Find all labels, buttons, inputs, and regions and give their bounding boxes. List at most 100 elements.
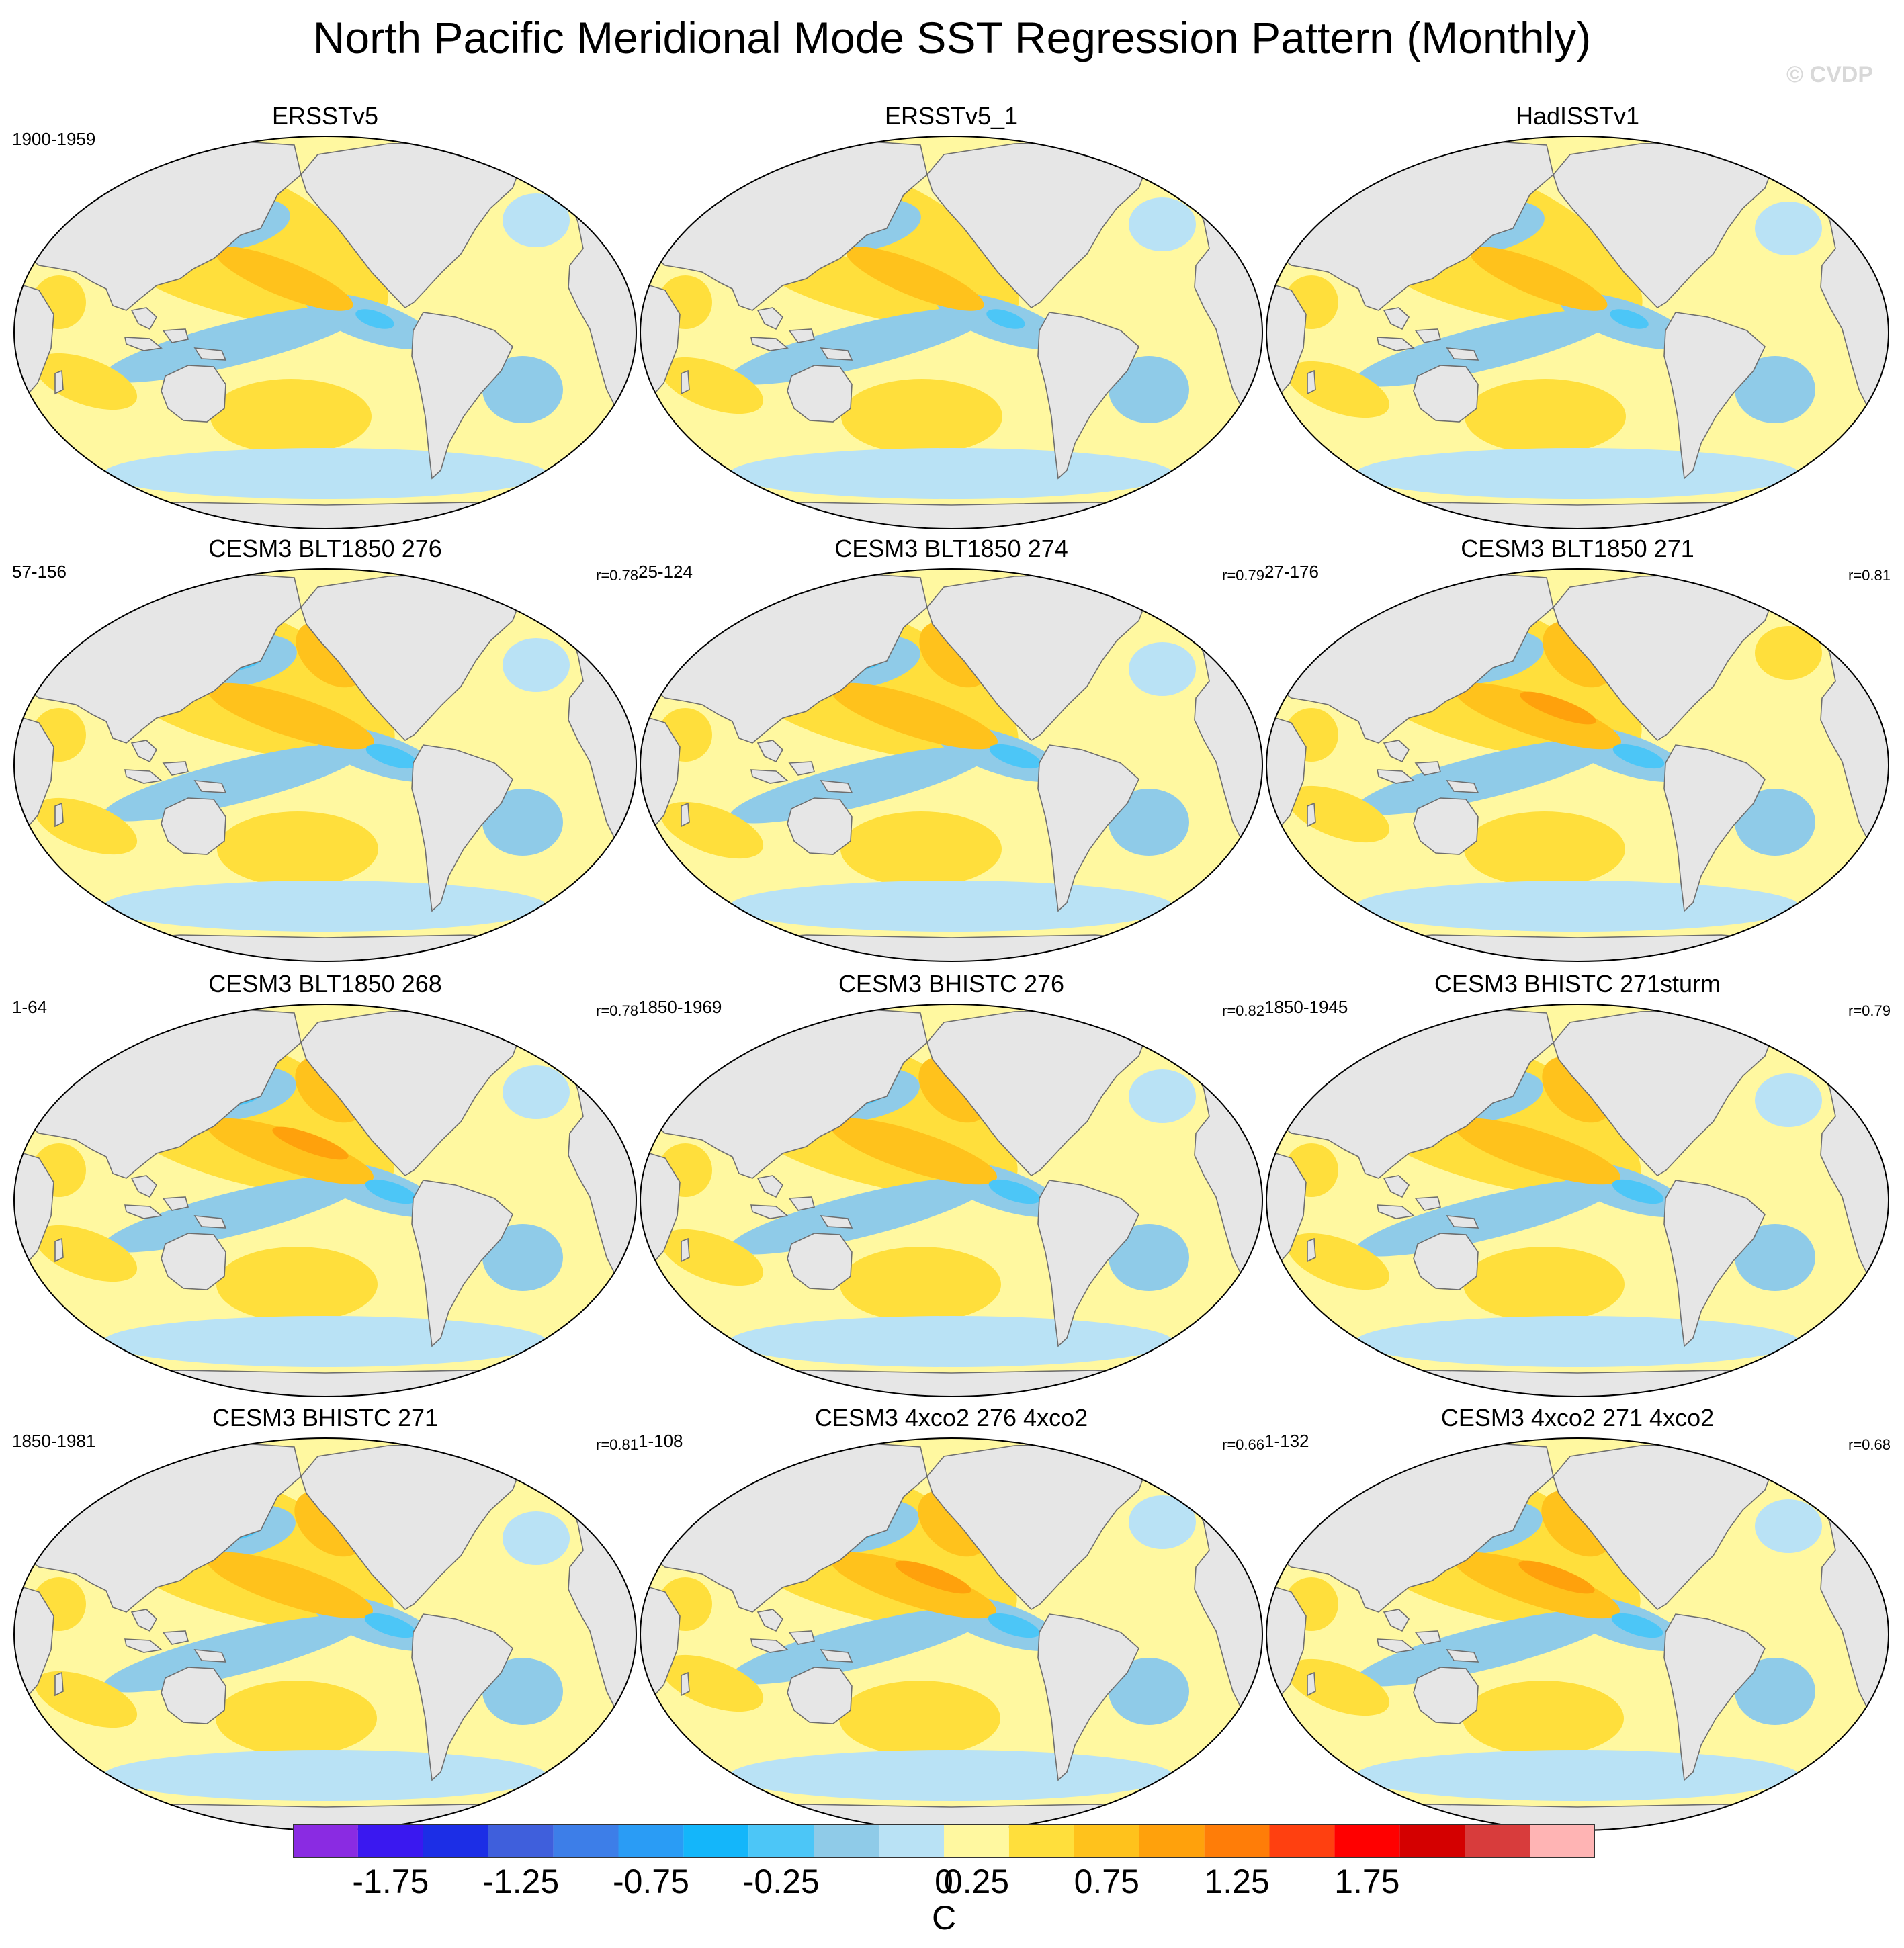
panel-title: ERSSTv5 [271,102,379,130]
sst-south-pacific-cool-band [1355,309,1617,387]
land-indonesia-2 [1414,1196,1441,1211]
sst-regression-map [1265,136,1890,529]
land-south-america [411,1180,513,1347]
sst-south-atlantic-cool [1109,1224,1189,1291]
land-indonesia-1 [124,337,163,351]
land-antarctica [1324,502,1829,529]
land-greenland [494,139,564,174]
map-panel: CESM3 BHISTC 271sturm 1850-1945 r=0.79 [1264,970,1891,1400]
panel-title: CESM3 4xco2 276 4xco2 [814,1404,1088,1431]
map-panel: CESM3 BHISTC 271 1850-1981 r=0.81 [12,1404,638,1834]
land-greenland [494,572,564,607]
land-indonesia-2 [162,1630,189,1645]
sst-regression-map [1265,1004,1890,1397]
sst-southern-ocean-cool [1356,881,1799,932]
colorbar-tick-label: 1.75 [1334,1863,1400,1900]
panel-title: CESM3 BHISTC 276 [838,970,1065,998]
sst-south-pacific-cool-band [729,746,991,824]
panel-title: CESM3 BLT1850 276 [208,535,442,562]
sst-south-indian-warm [660,1654,764,1712]
land-australia [787,365,853,423]
sst-south-indian-warm [34,353,138,410]
map-panel: ERSSTv5_1 [638,102,1264,532]
sst-peak-warm-core [895,1560,971,1594]
land-south-america [411,312,513,480]
map-outline [13,136,638,529]
map-content [640,569,1262,961]
panel-pattern-correlation: r=0.81 [596,1436,638,1453]
sst-south-pacific-cool-band [103,744,365,822]
land-southeast-asia [756,1175,784,1198]
sst-southern-ocean-cool [103,448,547,499]
land-indonesia-2 [788,328,815,343]
land-greenland [1121,1441,1191,1476]
sst-south-atlantic-cool [482,1224,563,1291]
colorbar-swatch [1399,1824,1465,1858]
colorbar-swatch [1530,1824,1595,1858]
sst-south-atlantic-cool [1109,789,1189,856]
land-antarctica [72,1370,577,1397]
sst-east-pacific-cool-core [1611,1613,1663,1638]
land-madagascar [54,369,64,395]
sst-central-pacific-warm-core [1469,247,1608,311]
map-content [14,136,636,529]
land-indonesia-2 [788,1630,815,1645]
sst-south-pacific-cool-band [1355,1609,1617,1687]
land-south-america [411,744,513,912]
panel-period: 1900-1959 [12,129,96,149]
sst-north-atlantic-patch [1129,197,1196,251]
land-australia [161,1667,226,1724]
land-new-guinea [820,1649,853,1663]
sst-central-pacific-warm-core [846,247,984,311]
land-madagascar [54,802,64,828]
colorbar-frame [293,1824,1595,1858]
colorbar-tick-label: 1.25 [1204,1863,1270,1900]
sst-regression-map [13,1437,638,1831]
land-indonesia-1 [1377,769,1415,784]
sst-east-pacific-cool-core [364,1613,417,1638]
map-panel: CESM3 4xco2 276 4xco2 1-108 r=0.66 [638,1404,1264,1834]
land-southeast-asia [1383,307,1410,330]
panel-period: 27-176 [1264,562,1319,582]
sst-south-pacific-cool-band [103,1175,365,1253]
panel-title: CESM3 4xco2 271 4xco2 [1440,1404,1715,1431]
land-madagascar [681,1671,690,1697]
land-new-guinea [1446,1649,1479,1663]
panel-period: 1850-1969 [638,997,722,1017]
land-indonesia-1 [1377,1204,1415,1219]
sst-peak-warm-core [1518,1560,1595,1594]
land-southeast-asia [1383,740,1410,763]
map-outline [1265,1437,1890,1831]
sst-east-pacific-cool-core [989,744,1041,769]
sst-south-atlantic-cool [1735,1658,1815,1725]
land-australia [787,1233,853,1290]
sst-regression-map [639,1004,1264,1397]
sst-south-pacific-warm-patch [216,1247,378,1322]
land-antarctica [72,502,577,529]
sst-east-pacific-cool-core [365,1179,417,1204]
sst-south-pacific-warm-patch [217,811,378,887]
map-content [1266,1438,1889,1830]
map-outline [1265,136,1890,529]
map-panel: CESM3 BLT1850 268 1-64 r=0.78 [12,970,638,1400]
sst-north-atlantic-patch [1755,1073,1822,1127]
panel-period: 57-156 [12,562,67,582]
land-greenland [494,1441,564,1476]
colorbar-swatch [1139,1824,1205,1858]
colorbar-swatch [618,1824,684,1858]
panel-pattern-correlation: r=0.82 [1222,1002,1264,1019]
colorbar-tick-label: -0.25 [742,1863,820,1900]
land-southeast-asia [130,307,158,330]
colorbar-swatch [293,1824,358,1858]
panel-period: 1850-1981 [12,1431,96,1451]
sst-regression-map [639,136,1264,529]
panel-title: HadISSTv1 [1515,102,1640,130]
land-southeast-asia [1383,1609,1410,1632]
land-new-guinea [820,347,853,361]
colorbar-swatch [1269,1824,1335,1858]
sst-south-pacific-warm-patch [840,1247,1001,1322]
sst-south-pacific-warm-patch [1463,1247,1625,1322]
sst-north-atlantic-patch [1129,1495,1196,1549]
land-indonesia-1 [750,769,789,784]
sst-southern-ocean-cool [103,1750,547,1801]
